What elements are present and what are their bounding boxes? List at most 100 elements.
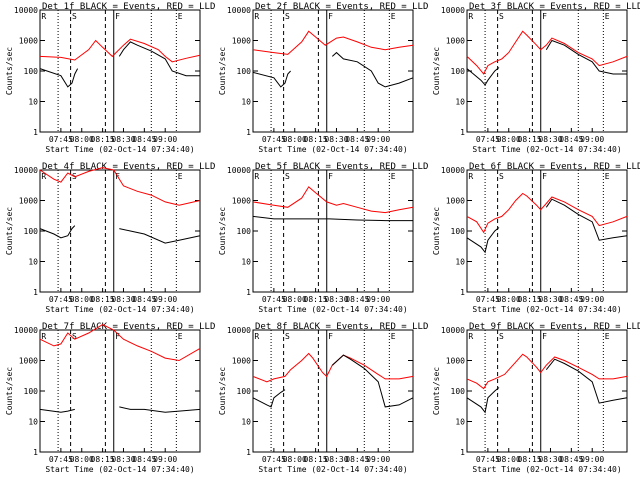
x-tick-label: 08:45 bbox=[345, 455, 369, 464]
y-axis-label: Counts/sec bbox=[218, 207, 227, 255]
marker-label: E bbox=[178, 12, 183, 21]
x-tick-label: 08:30 bbox=[538, 135, 562, 144]
y-tick-label: 10000 bbox=[14, 166, 38, 175]
x-tick-label: 09:00 bbox=[366, 455, 390, 464]
x-tick-label: 08:00 bbox=[70, 135, 94, 144]
y-tick-label: 10 bbox=[241, 418, 251, 427]
x-axis-label: Start Time (02-Oct-14 07:34:40) bbox=[45, 305, 194, 314]
marker-label: S bbox=[499, 12, 504, 21]
marker-label: R bbox=[468, 12, 473, 21]
y-tick-label: 10000 bbox=[441, 166, 465, 175]
y-axis-label: Counts/sec bbox=[432, 47, 441, 95]
events-series-line bbox=[466, 387, 500, 414]
y-tick-label: 1 bbox=[246, 288, 251, 297]
events-series-line bbox=[466, 227, 500, 254]
y-tick-label: 1000 bbox=[19, 37, 38, 46]
events-series-line bbox=[39, 225, 76, 239]
x-tick-label: 08:30 bbox=[538, 455, 562, 464]
y-axis-label: Counts/sec bbox=[432, 207, 441, 255]
x-tick-label: 08:00 bbox=[497, 455, 521, 464]
y-tick-label: 10 bbox=[241, 98, 251, 107]
y-tick-label: 10000 bbox=[227, 6, 251, 15]
y-axis-label: Counts/sec bbox=[218, 47, 227, 95]
x-tick-label: 08:30 bbox=[111, 135, 135, 144]
marker-label: E bbox=[605, 172, 610, 181]
x-tick-label: 08:00 bbox=[497, 135, 521, 144]
y-tick-label: 100 bbox=[24, 67, 39, 76]
x-tick-label: 08:00 bbox=[497, 295, 521, 304]
y-tick-label: 10000 bbox=[14, 6, 38, 15]
y-tick-label: 10 bbox=[455, 98, 465, 107]
x-axis-label: Start Time (02-Oct-14 07:34:40) bbox=[45, 465, 194, 474]
marker-label: R bbox=[41, 172, 46, 181]
y-axis-label: Counts/sec bbox=[432, 367, 441, 415]
y-axis-label: Counts/sec bbox=[5, 47, 14, 95]
y-tick-label: 1 bbox=[460, 448, 465, 457]
events-series-line bbox=[118, 41, 200, 77]
panel-title: Det 5f BLACK = Events, RED = LLD bbox=[255, 162, 428, 172]
y-axis-label: Counts/sec bbox=[5, 367, 14, 415]
x-tick-label: 09:00 bbox=[153, 455, 177, 464]
y-tick-label: 1000 bbox=[232, 37, 251, 46]
y-tick-label: 1000 bbox=[232, 197, 251, 206]
events-series-line bbox=[545, 358, 628, 404]
y-tick-label: 1 bbox=[246, 128, 251, 137]
x-tick-label: 09:00 bbox=[580, 135, 604, 144]
marker-label: F bbox=[328, 332, 333, 341]
marker-label: F bbox=[328, 12, 333, 21]
y-tick-label: 1000 bbox=[19, 197, 38, 206]
y-tick-label: 1000 bbox=[446, 37, 465, 46]
panel-title: Det 3f BLACK = Events, RED = LLD bbox=[469, 2, 640, 12]
marker-label: S bbox=[72, 332, 77, 341]
events-series-line bbox=[119, 228, 201, 244]
x-tick-label: 07:45 bbox=[49, 295, 73, 304]
y-tick-label: 100 bbox=[237, 387, 252, 396]
events-series-line bbox=[545, 39, 627, 75]
x-axis-label: Start Time (02-Oct-14 07:34:40) bbox=[472, 305, 621, 314]
marker-label: E bbox=[391, 332, 396, 341]
marker-label: S bbox=[72, 12, 77, 21]
lld-series-line bbox=[252, 30, 414, 55]
marker-label: F bbox=[328, 172, 333, 181]
y-tick-label: 100 bbox=[451, 387, 466, 396]
panel-title: Det 6f BLACK = Events, RED = LLD bbox=[469, 162, 640, 172]
marker-label: R bbox=[468, 172, 473, 181]
y-tick-label: 1 bbox=[33, 288, 38, 297]
y-tick-label: 10000 bbox=[227, 326, 251, 335]
x-tick-label: 09:00 bbox=[153, 295, 177, 304]
x-tick-label: 08:00 bbox=[70, 455, 94, 464]
marker-label: R bbox=[41, 12, 46, 21]
y-tick-label: 10 bbox=[455, 258, 465, 267]
x-axis-label: Start Time (02-Oct-14 07:34:40) bbox=[258, 145, 407, 154]
x-tick-label: 07:45 bbox=[476, 135, 500, 144]
y-axis-label: Counts/sec bbox=[5, 207, 14, 255]
x-tick-label: 07:45 bbox=[476, 455, 500, 464]
y-tick-label: 10 bbox=[28, 418, 38, 427]
x-tick-label: 08:15 bbox=[91, 295, 115, 304]
y-tick-label: 10 bbox=[28, 258, 38, 267]
events-series-line bbox=[252, 70, 291, 88]
panel-title: Det 2f BLACK = Events, RED = LLD bbox=[255, 2, 428, 12]
events-series-line bbox=[466, 67, 500, 86]
x-tick-label: 09:00 bbox=[153, 135, 177, 144]
x-tick-label: 08:00 bbox=[283, 455, 307, 464]
marker-label: F bbox=[542, 332, 547, 341]
y-tick-label: 10000 bbox=[441, 6, 465, 15]
y-tick-label: 10000 bbox=[14, 326, 38, 335]
marker-label: S bbox=[499, 332, 504, 341]
events-series-line bbox=[545, 198, 628, 241]
lld-series-line bbox=[252, 352, 414, 383]
marker-label: R bbox=[41, 332, 46, 341]
marker-label: E bbox=[605, 12, 610, 21]
marker-label: E bbox=[391, 12, 396, 21]
x-tick-label: 08:45 bbox=[345, 295, 369, 304]
x-axis-label: Start Time (02-Oct-14 07:34:40) bbox=[258, 305, 407, 314]
y-tick-label: 1000 bbox=[232, 357, 251, 366]
y-tick-label: 10 bbox=[455, 418, 465, 427]
y-tick-label: 10 bbox=[241, 258, 251, 267]
panel-title: Det 4f BLACK = Events, RED = LLD bbox=[42, 162, 215, 172]
y-tick-label: 100 bbox=[451, 67, 466, 76]
